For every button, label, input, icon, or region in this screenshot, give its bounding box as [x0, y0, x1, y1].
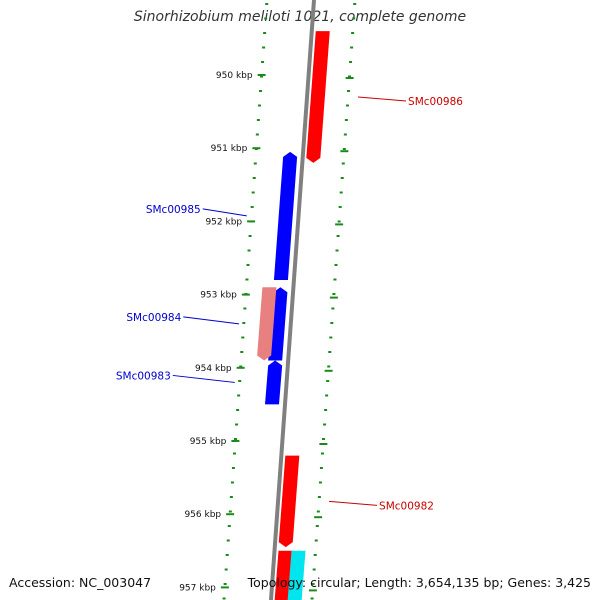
ruler-ticks: 950 kbp 951 kbp 952 kbp 953 kbp 954 kbp 955 k… [179, 3, 357, 600]
gene-SMc-rna-arrow [287, 550, 306, 600]
gene-SMc00983-arrow [265, 360, 283, 405]
gene-SMc00986-arrow [306, 31, 330, 163]
tick-label: 950 kbp [216, 71, 253, 81]
genome-title: Sinorhizobium meliloti 1021, complete ge… [133, 9, 467, 25]
accession-text: Accession: NC_003047 [9, 575, 152, 590]
gene-label-leader [329, 500, 378, 506]
gene-label-SMc00985: SMc00985 [146, 204, 201, 216]
tick-label: 955 kbp [190, 437, 227, 447]
gene-labels: SMc00986 SMc00985 SMc00984 SMc00983 SMc00982 [116, 96, 463, 512]
gene-label-SMc00983: SMc00983 [116, 370, 171, 382]
backbone [268, 0, 316, 600]
tick-label: 956 kbp [184, 510, 221, 520]
gene-SMc00981-arrow [274, 550, 293, 600]
topology-summary: Topology: circular; Length: 3,654,135 bp… [247, 575, 591, 590]
gene-label-SMc00986: SMc00986 [408, 96, 463, 108]
gene-SMc00985-arrow [273, 151, 298, 280]
backbone-line [268, 0, 316, 600]
gene-label-leader [183, 316, 240, 325]
tick-label: 952 kbp [205, 217, 242, 227]
gene-SMc00984-faded-arrow [257, 287, 277, 361]
tick-label: 954 kbp [195, 364, 232, 374]
gene-label-SMc00982: SMc00982 [379, 500, 434, 512]
gene-label-leader [358, 96, 407, 102]
gene-label-leader [202, 208, 247, 217]
tick-label: 951 kbp [211, 144, 248, 154]
gene-label-leader [172, 374, 235, 383]
gene-features [257, 31, 330, 600]
tick-label: 953 kbp [200, 291, 237, 301]
tick-label: 957 kbp [179, 583, 216, 593]
gene-SMc00982-arrow [278, 455, 300, 548]
gene-label-SMc00984: SMc00984 [126, 312, 181, 324]
